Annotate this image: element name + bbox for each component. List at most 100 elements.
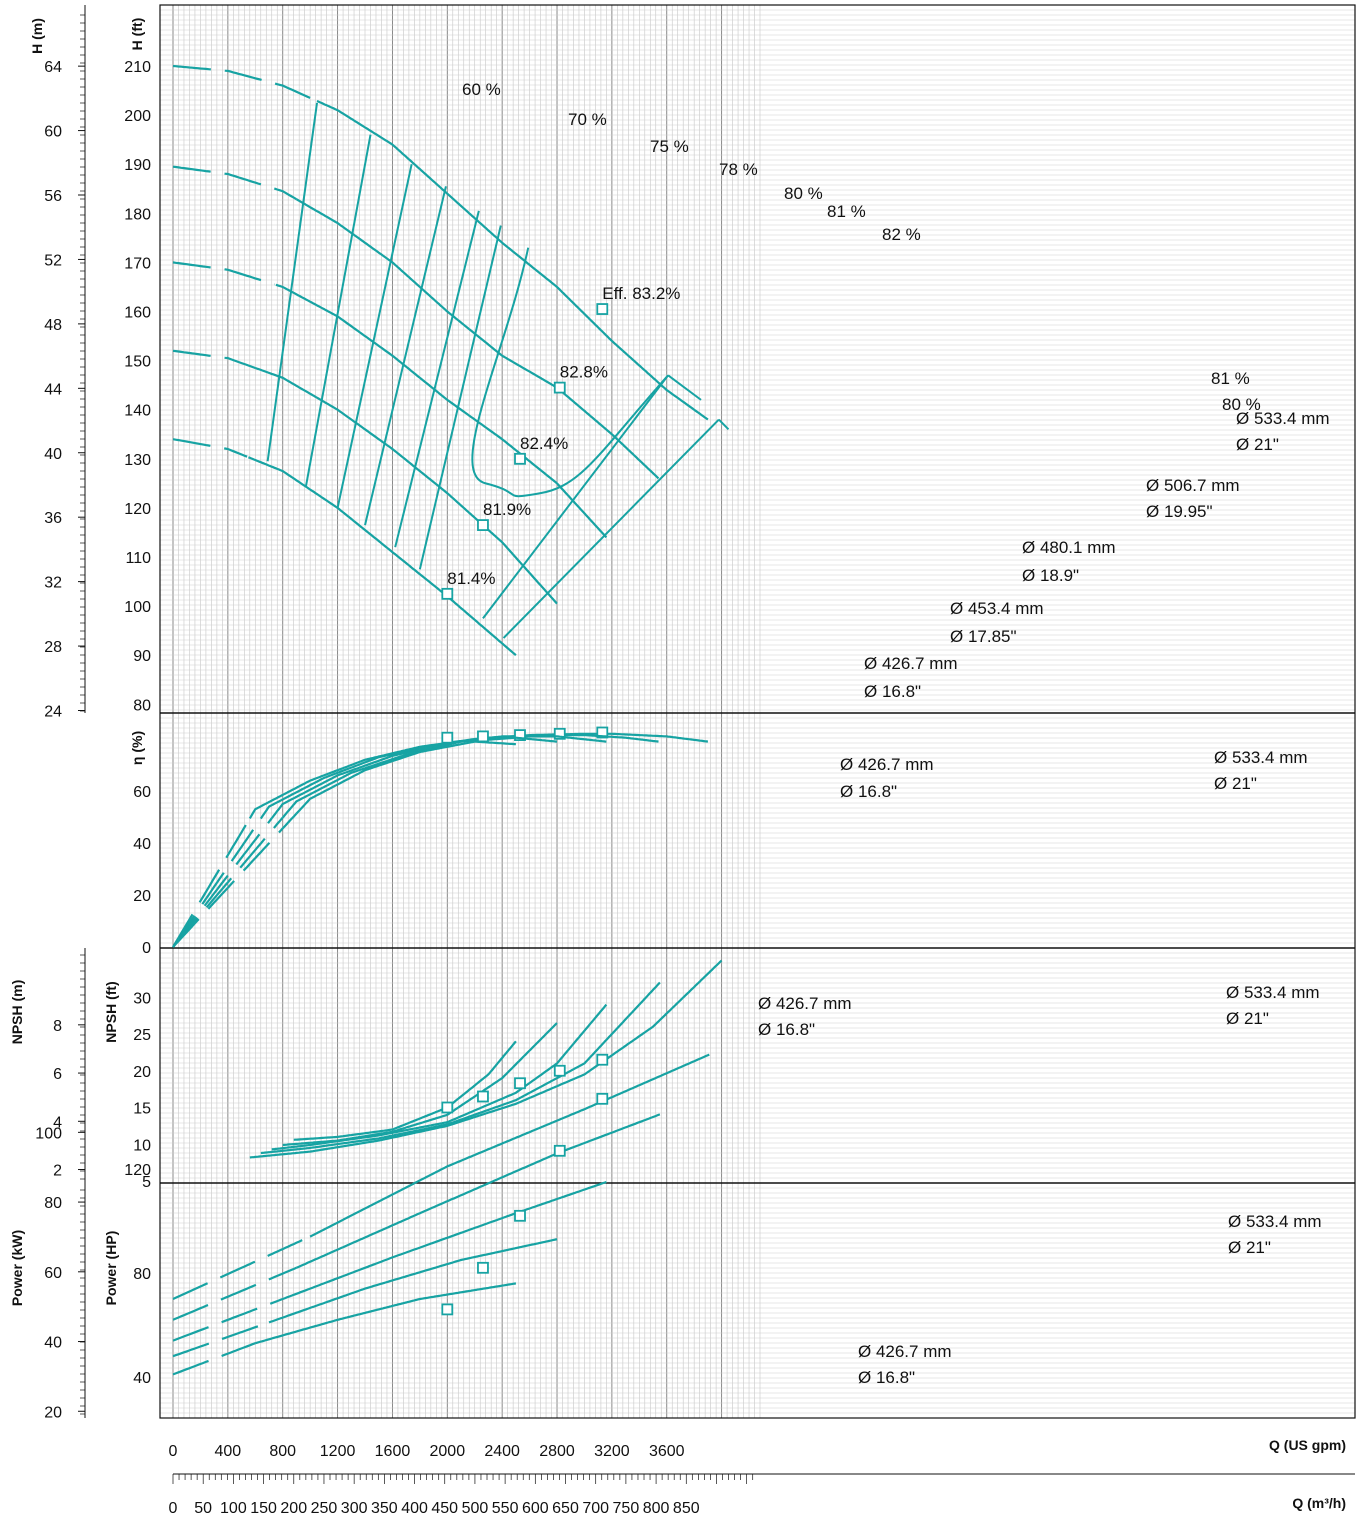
curves xyxy=(172,64,730,1376)
efficiency-iso-line xyxy=(394,210,480,548)
bep-marker xyxy=(441,731,454,744)
bep-marker xyxy=(596,1053,609,1066)
x-m3h-tick: 700 xyxy=(582,1500,609,1517)
x-m3h-tick: 450 xyxy=(431,1500,458,1517)
power-kw-tick: 20 xyxy=(44,1404,62,1421)
efficiency-curve xyxy=(270,735,607,819)
head-ft-tick: 170 xyxy=(124,255,151,272)
efficiency-iso-line xyxy=(502,418,720,639)
x-gpm-tick: 1200 xyxy=(320,1443,356,1460)
efficiency-iso-label: 82 % xyxy=(882,225,921,244)
efficiency-tick: 0 xyxy=(142,940,151,957)
head-m-tick: 64 xyxy=(44,59,62,76)
efficiency-82-loop xyxy=(471,247,669,498)
x-m3h-tick: 500 xyxy=(462,1500,489,1517)
x-m3h-tick: 0 xyxy=(169,1500,178,1517)
efficiency-iso-line xyxy=(667,374,702,401)
head-ft-tick: 130 xyxy=(124,452,151,469)
efficiency-curve xyxy=(295,740,516,815)
head-ft-tick: 100 xyxy=(124,599,151,616)
npsh-ft-tick: 5 xyxy=(142,1174,151,1191)
plot-frame xyxy=(159,4,1356,1419)
power-curve-dashed xyxy=(172,1342,256,1376)
npsh-impeller-label-mm: Ø 426.7 mm xyxy=(758,994,852,1013)
power-curve-dashed xyxy=(172,1321,270,1358)
power-kw-axis-title: Power (kW) xyxy=(9,1230,25,1306)
head-ft-tick: 200 xyxy=(124,108,151,125)
npsh-m-tick: 2 xyxy=(53,1163,62,1180)
x-m3h-tick: 750 xyxy=(613,1500,640,1517)
bep-label: Eff. 83.2% xyxy=(602,284,680,303)
bep-marker xyxy=(553,727,566,740)
power-impeller-label-mm: Ø 426.7 mm xyxy=(858,1342,952,1361)
head-m-tick: 28 xyxy=(44,639,62,656)
efficiency-iso-label: 70 % xyxy=(568,110,607,129)
power-kw-tick: 80 xyxy=(44,1195,62,1212)
npsh-ft-axis-title: NPSH (ft) xyxy=(103,981,119,1042)
x-gpm-axis-title: Q (US gpm) xyxy=(1269,1437,1346,1453)
efficiency-iso-line xyxy=(364,186,447,526)
efficiency-iso-label: 60 % xyxy=(462,80,501,99)
head-m-tick: 40 xyxy=(44,446,62,463)
head-curve xyxy=(295,198,660,480)
bep-marker xyxy=(514,729,526,741)
power-hp-axis-title: Power (HP) xyxy=(103,1231,119,1306)
efficiency-iso-label: 80 % xyxy=(1222,395,1261,414)
impeller-label-in: Ø 21" xyxy=(1236,435,1279,454)
efficiency-curve-dashed xyxy=(172,817,262,948)
x-gpm-tick: 3200 xyxy=(594,1443,630,1460)
efficiency-iso-line xyxy=(336,163,413,509)
npsh-m-tick: 4 xyxy=(53,1114,62,1131)
efficiency-tick: 20 xyxy=(133,888,151,905)
head-ft-tick: 190 xyxy=(124,157,151,174)
head-curve-dashed xyxy=(172,165,297,201)
x-gpm-tick: 2800 xyxy=(539,1443,575,1460)
npsh-impeller-label-in: Ø 21" xyxy=(1226,1009,1269,1028)
head-m-tick: 56 xyxy=(44,188,62,205)
x-m3h-tick: 600 xyxy=(522,1500,549,1517)
head-curve xyxy=(248,456,517,657)
x-gpm-tick: 3600 xyxy=(649,1443,685,1460)
power-impeller-label-mm: Ø 533.4 mm xyxy=(1228,1212,1322,1231)
efficiency-iso-line xyxy=(305,134,372,486)
impeller-label-mm: Ø 426.7 mm xyxy=(864,654,958,673)
x-m3h-tick: 300 xyxy=(341,1500,368,1517)
efficiency-tick: 40 xyxy=(133,836,151,853)
npsh-curve xyxy=(271,1003,608,1151)
head-m-tick: 24 xyxy=(44,703,62,720)
head-curve xyxy=(275,283,608,539)
bep-marker xyxy=(596,726,609,739)
head-ft-axis-title: H (ft) xyxy=(129,18,145,51)
npsh-ft-tick: 10 xyxy=(133,1137,151,1154)
x-m3h-tick: 100 xyxy=(220,1500,247,1517)
bep-marker xyxy=(514,452,526,465)
head-m-tick: 32 xyxy=(44,575,62,592)
bep-label: 82.8% xyxy=(560,363,608,382)
head-ft-tick: 110 xyxy=(125,550,151,567)
efficiency-iso-line xyxy=(718,418,730,431)
efficiency-iso-label: 78 % xyxy=(719,160,758,179)
impeller-label-mm: Ø 453.4 mm xyxy=(950,599,1044,618)
bep-marker xyxy=(477,1090,489,1103)
power-hp-tick: 120 xyxy=(124,1162,151,1179)
npsh-ft-tick: 25 xyxy=(133,1027,151,1044)
power-curve-dashed xyxy=(172,1266,297,1321)
x-m3h-tick: 200 xyxy=(280,1500,307,1517)
impeller-label-mm: Ø 480.1 mm xyxy=(1022,538,1116,557)
bep-marker xyxy=(596,303,609,315)
x-gpm-tick: 400 xyxy=(215,1443,242,1460)
x-m3h-tick: 850 xyxy=(673,1500,700,1517)
efficiency-iso-label: 81 % xyxy=(827,202,866,221)
power-curve xyxy=(282,1180,607,1301)
bep-label: 82.4% xyxy=(520,434,568,453)
efficiency-impeller-label-mm: Ø 426.7 mm xyxy=(840,755,934,774)
npsh-curve xyxy=(249,959,723,1159)
head-curve xyxy=(316,99,709,421)
x-m3h-axis-title: Q (m³/h) xyxy=(1292,1495,1346,1511)
npsh-m-tick: 6 xyxy=(53,1066,62,1083)
x-m3h-tick: 800 xyxy=(643,1500,670,1517)
power-impeller-label-in: Ø 16.8" xyxy=(858,1368,915,1387)
bep-marker xyxy=(596,1092,609,1105)
head-ft-tick: 120 xyxy=(124,501,151,518)
x-gpm-tick: 800 xyxy=(269,1443,296,1460)
